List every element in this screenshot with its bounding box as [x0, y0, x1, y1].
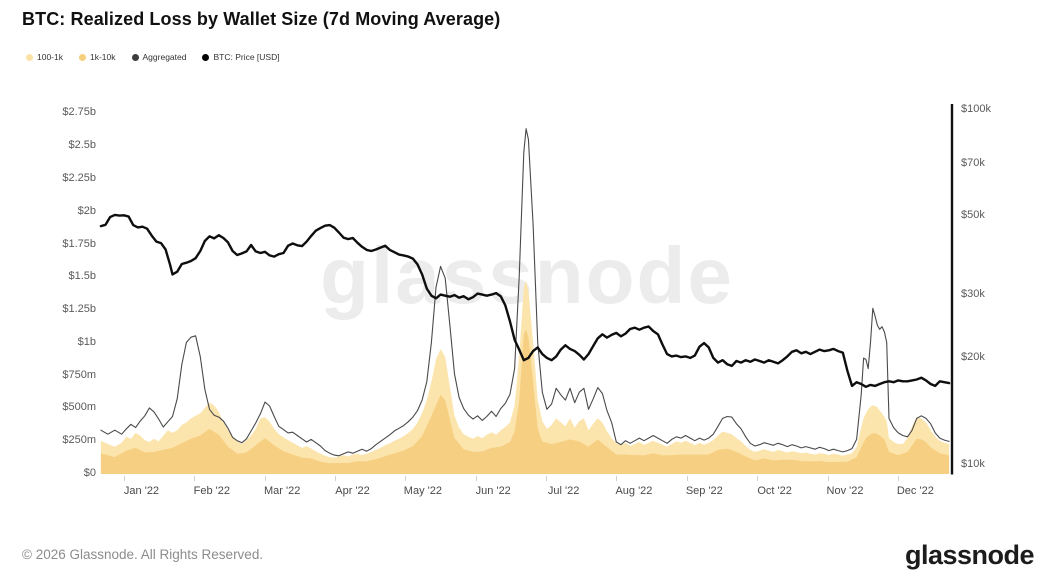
- x-axis-tick-label: Oct '22: [757, 485, 792, 497]
- x-axis-tick-label: Sep '22: [685, 485, 723, 497]
- legend-dot-icon: [79, 53, 86, 61]
- x-axis-tick: [264, 476, 266, 481]
- y-left-tick-label: $250m: [62, 434, 96, 447]
- x-axis-tick-label: Nov '22: [826, 485, 864, 497]
- x-axis-tick: [335, 476, 337, 481]
- legend-item-aggregated[interactable]: Aggregated: [131, 52, 187, 62]
- x-axis-tick: [475, 476, 477, 481]
- legend-item-label: Aggregated: [142, 52, 187, 62]
- legend-item-1k-10k[interactable]: 1k-10k: [79, 52, 116, 62]
- y-right-tick-label: $100k: [961, 102, 991, 115]
- y-left-tick-label: $2.5b: [68, 139, 96, 152]
- y-left-tick-label: $750m: [62, 368, 96, 381]
- legend-item-label: BTC: Price [USD]: [213, 52, 280, 62]
- x-axis-tick: [546, 476, 548, 481]
- y-left-tick-label: $0: [83, 467, 96, 479]
- x-axis-tick-label: Aug '22: [615, 485, 653, 497]
- x-axis-tick: [616, 476, 618, 481]
- legend-dot-icon: [131, 53, 139, 61]
- legend: 100-1k 1k-10k Aggregated BTC: Price [USD]: [26, 52, 280, 62]
- y-left-tick-label: $2.75b: [62, 106, 96, 119]
- x-axis-tick: [757, 476, 759, 481]
- y-left-tick-label: $1b: [77, 335, 96, 348]
- y-left-tick-label: $1.25b: [62, 303, 96, 316]
- x-axis-tick-label: Jul '22: [547, 485, 580, 497]
- x-axis-tick-label: Apr '22: [335, 485, 370, 497]
- area-1k-10k: [100, 329, 950, 474]
- y-right-tick-label: $50k: [961, 209, 985, 222]
- x-axis-tick: [827, 476, 829, 481]
- y-left-tick-label: $2b: [77, 204, 96, 217]
- y-left-tick-label: $1.5b: [68, 270, 96, 283]
- y-left-tick-label: $2.25b: [62, 172, 96, 185]
- copyright-text: © 2026 Glassnode. All Rights Reserved.: [22, 547, 264, 562]
- y-right-tick-label: $70k: [961, 157, 985, 170]
- legend-item-100-1k[interactable]: 100-1k: [26, 52, 63, 62]
- page-title: BTC: Realized Loss by Wallet Size (7d Mo…: [22, 9, 501, 29]
- glassnode-logo[interactable]: glassnode: [904, 540, 1035, 570]
- legend-item-btc-price-usd-[interactable]: BTC: Price [USD]: [202, 52, 280, 62]
- x-axis-tick: [405, 476, 407, 481]
- x-axis-tick: [124, 476, 125, 481]
- x-axis-tick: [194, 476, 196, 481]
- y-right-tick-label: $30k: [961, 288, 985, 301]
- legend-item-label: 100-1k: [37, 52, 63, 62]
- x-axis-tick-label: Mar '22: [264, 485, 301, 497]
- x-axis-tick: [686, 476, 688, 481]
- line-btc-price-usd-: [99, 213, 951, 388]
- x-axis-tick-label: Jan '22: [123, 485, 160, 497]
- legend-item-label: 1k-10k: [90, 52, 116, 62]
- x-axis-tick-label: Jun '22: [475, 485, 511, 497]
- line-aggregated: [100, 128, 950, 457]
- y-right-tick-label: $10k: [961, 457, 985, 470]
- legend-dot-icon: [202, 53, 210, 61]
- x-axis-tick: [897, 476, 899, 481]
- y-left-tick-label: $500m: [62, 401, 96, 414]
- x-axis-tick-label: May '22: [403, 485, 442, 497]
- y-right-tick-label: $20k: [961, 350, 985, 363]
- x-axis-tick-label: Feb '22: [193, 485, 231, 497]
- x-axis-tick-label: Dec '22: [896, 485, 934, 497]
- legend-dot-icon: [26, 53, 33, 61]
- y-left-tick-label: $1.75b: [62, 237, 96, 250]
